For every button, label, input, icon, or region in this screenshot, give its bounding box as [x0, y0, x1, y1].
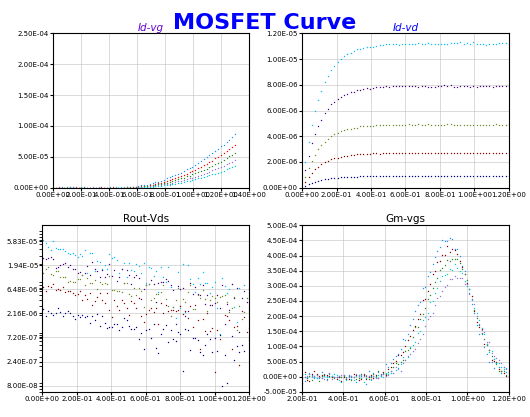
- Title: Id-vd: Id-vd: [392, 23, 419, 33]
- Title: Id-vg: Id-vg: [138, 23, 164, 33]
- Text: MOSFET Curve: MOSFET Curve: [173, 13, 357, 33]
- Title: Gm-vgs: Gm-vgs: [385, 214, 426, 224]
- Title: Rout-Vds: Rout-Vds: [122, 214, 169, 224]
